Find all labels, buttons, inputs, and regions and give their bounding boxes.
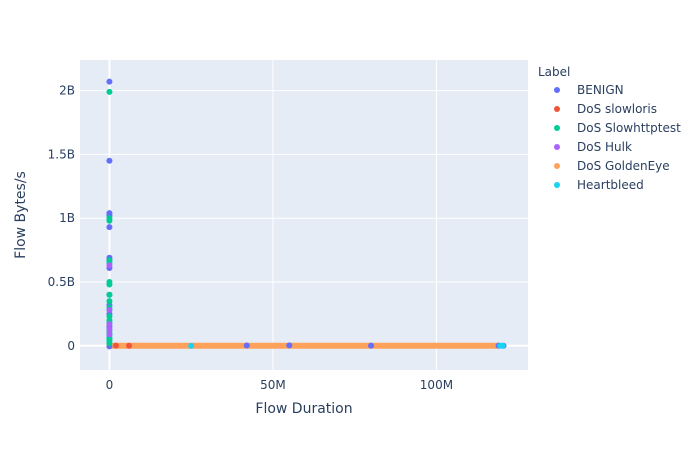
legend-label: DoS slowloris bbox=[577, 102, 657, 116]
legend-marker bbox=[554, 106, 560, 112]
legend-marker bbox=[554, 125, 560, 131]
legend-item-dos-hulk[interactable]: DoS Hulk bbox=[554, 140, 632, 154]
y-tick-label: 0.5B bbox=[48, 275, 75, 289]
data-point-dos-slowhttptest bbox=[106, 340, 113, 347]
legend-title: Label bbox=[538, 65, 570, 79]
legend-marker bbox=[554, 163, 560, 169]
y-tick-label: 1.5B bbox=[48, 147, 75, 161]
x-axis-ticks: 0 50M 100M bbox=[106, 378, 453, 392]
plot-background bbox=[80, 60, 528, 370]
data-point-dos-hulk bbox=[106, 262, 113, 269]
data-point-dos-hulk bbox=[106, 331, 113, 338]
data-point-dos-hulk bbox=[106, 307, 113, 314]
data-point-dos-hulk bbox=[106, 326, 113, 333]
legend-label: Heartbleed bbox=[577, 178, 644, 192]
data-point-benign bbox=[243, 342, 250, 349]
data-marks bbox=[106, 78, 507, 350]
y-axis-title: Flow Bytes/s bbox=[13, 171, 29, 259]
x-tick-label: 0 bbox=[106, 378, 114, 392]
data-point-heartbleed bbox=[188, 342, 195, 349]
legend-label: DoS Slowhttptest bbox=[577, 121, 681, 135]
y-tick-label: 0 bbox=[67, 339, 75, 353]
data-point-benign bbox=[286, 342, 293, 349]
data-point-dos-hulk bbox=[106, 321, 113, 328]
x-tick-label: 50M bbox=[260, 378, 286, 392]
legend-label: DoS GoldenEye bbox=[577, 159, 670, 173]
legend-item-dos-slowhttptest[interactable]: DoS Slowhttptest bbox=[554, 121, 681, 135]
data-point-dos-slowhttptest bbox=[106, 217, 113, 224]
y-tick-label: 1B bbox=[59, 211, 75, 225]
data-point-benign bbox=[368, 342, 375, 349]
data-point-benign bbox=[106, 224, 113, 231]
x-axis-title: Flow Duration bbox=[255, 401, 352, 417]
legend-label: DoS Hulk bbox=[577, 140, 632, 154]
legend-marker bbox=[554, 182, 560, 188]
data-point-benign bbox=[106, 78, 113, 85]
data-point-dos-slowloris bbox=[112, 342, 119, 349]
legend-item-heartbleed[interactable]: Heartbleed bbox=[554, 178, 644, 192]
legend-item-benign[interactable]: BENIGN bbox=[554, 83, 624, 97]
data-point-dos-slowhttptest bbox=[106, 88, 113, 95]
legend-marker bbox=[554, 87, 560, 93]
data-point-dos-slowhttptest bbox=[106, 298, 113, 305]
legend-label: BENIGN bbox=[577, 83, 624, 97]
legend[interactable]: BENIGN DoS slowloris DoS Slowhttptest DoS H… bbox=[554, 83, 681, 192]
legend-marker bbox=[554, 144, 560, 150]
legend-item-dos-goldeneye[interactable]: DoS GoldenEye bbox=[554, 159, 670, 173]
data-point-dos-slowloris bbox=[126, 342, 133, 349]
data-point-dos-slowhttptest bbox=[106, 281, 113, 288]
data-point-heartbleed bbox=[499, 342, 506, 349]
data-point-dos-slowhttptest bbox=[106, 291, 113, 298]
x-tick-label: 100M bbox=[420, 378, 453, 392]
data-point-benign bbox=[106, 157, 113, 164]
legend-item-dos-slowloris[interactable]: DoS slowloris bbox=[554, 102, 657, 116]
y-axis-ticks: 0 0.5B 1B 1.5B 2B bbox=[48, 84, 75, 353]
y-tick-label: 2B bbox=[59, 84, 75, 98]
